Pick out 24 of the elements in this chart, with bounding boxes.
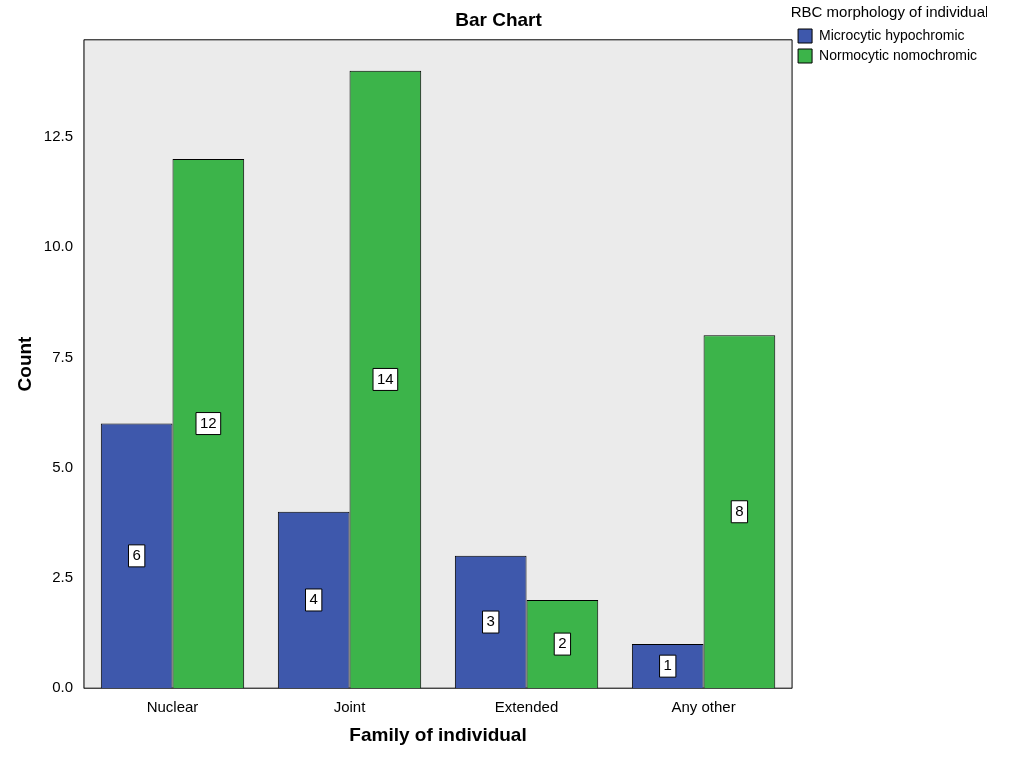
- legend-title: RBC morphology of individual: [790, 2, 989, 20]
- data-label: 14: [377, 369, 394, 387]
- legend-label: Microcytic hypochromic: [819, 26, 965, 43]
- data-label: 8: [735, 501, 744, 519]
- y-tick-label: 2.5: [52, 568, 73, 586]
- data-label: 4: [309, 590, 318, 608]
- x-tick-label: Joint: [333, 698, 367, 716]
- y-tick-label: 7.5: [52, 347, 73, 365]
- x-tick-label: Nuclear: [146, 698, 199, 716]
- data-label: 3: [486, 612, 495, 630]
- data-label: 6: [132, 546, 141, 564]
- data-label: 2: [558, 634, 567, 652]
- data-label: 12: [200, 413, 217, 431]
- y-tick-label: 0.0: [52, 678, 73, 696]
- y-tick-label: 12.5: [43, 126, 73, 144]
- y-tick-label: 5.0: [52, 457, 73, 475]
- chart-title: Bar Chart: [455, 8, 543, 30]
- y-axis-title: Count: [13, 335, 35, 392]
- x-tick-label: Extended: [494, 698, 559, 716]
- x-axis-title: Family of individual: [349, 723, 527, 745]
- data-label: 1: [663, 656, 672, 674]
- y-tick-label: 10.0: [43, 237, 73, 255]
- x-tick-label: Any other: [671, 698, 736, 716]
- legend-label: Normocytic nomochromic: [819, 46, 978, 63]
